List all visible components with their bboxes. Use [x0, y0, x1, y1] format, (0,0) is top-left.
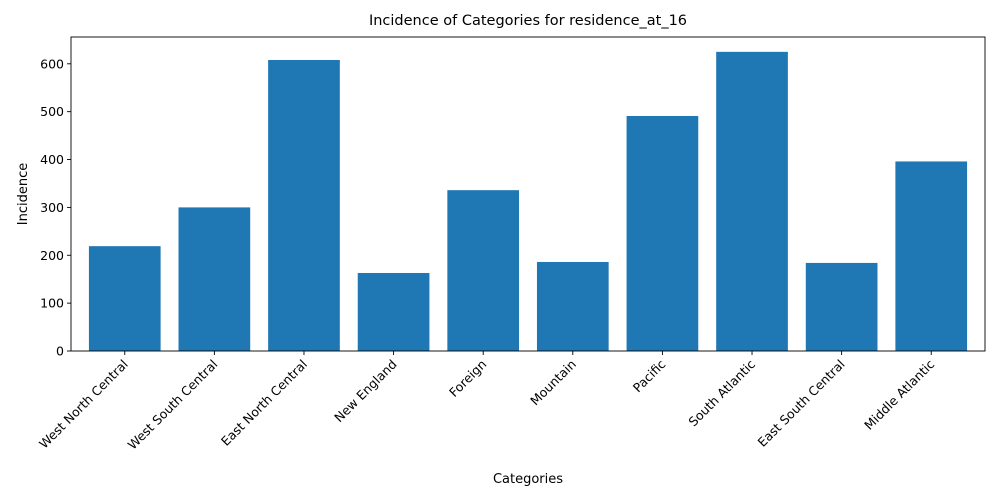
y-axis-label: Incidence [16, 163, 31, 225]
x-tick-label: West North Central [36, 357, 131, 452]
y-tick-label: 200 [40, 248, 64, 263]
x-tick-label: Foreign [446, 357, 489, 400]
x-tick-label: Middle Atlantic [861, 356, 937, 432]
bars-group [88, 51, 968, 352]
y-tick-label: 400 [40, 152, 64, 167]
bar [716, 51, 788, 352]
bar [88, 246, 161, 351]
y-tick-label: 600 [40, 56, 64, 71]
x-tick-label: East North Central [218, 357, 310, 449]
y-tick-label: 0 [56, 344, 64, 359]
y-tick-label: 500 [40, 104, 64, 119]
bar [805, 262, 878, 351]
y-tick-label: 300 [40, 200, 64, 215]
bar [447, 190, 520, 351]
x-tick-label: South Atlantic [685, 356, 758, 429]
y-axis: 0 100 200 300 400 500 600 [40, 56, 71, 359]
x-tick-label: Pacific [630, 356, 669, 395]
bar [895, 161, 968, 351]
y-tick-label: 100 [40, 296, 64, 311]
x-tick-label: New England [331, 357, 400, 426]
bar [268, 59, 340, 351]
bar [536, 261, 609, 351]
bar [357, 272, 430, 351]
x-axis-label: Categories [493, 472, 563, 487]
x-tick-label: Mountain [527, 357, 579, 409]
bar [626, 115, 699, 351]
x-tick-label: West South Central [125, 357, 221, 453]
plot-frame [70, 36, 986, 352]
x-tick-label: East South Central [755, 357, 848, 450]
chart-title: Incidence of Categories for residence_at… [369, 13, 687, 29]
bar [178, 207, 251, 351]
